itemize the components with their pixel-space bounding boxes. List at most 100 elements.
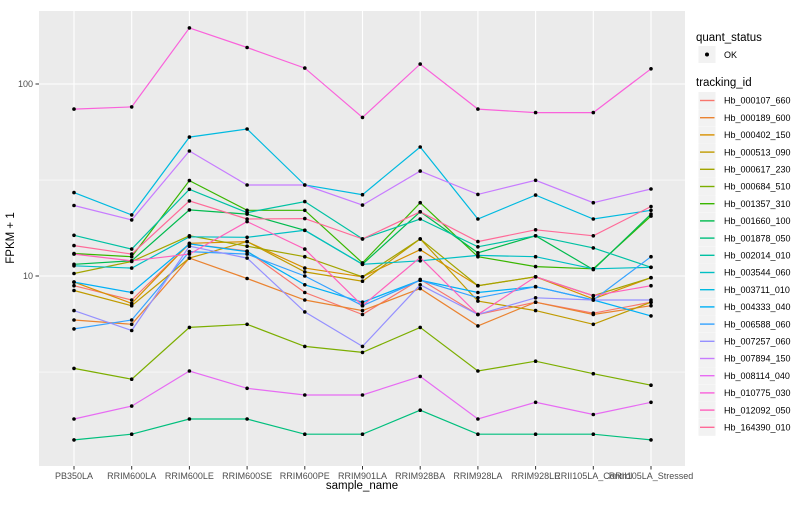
legend-entry-label: Hb_000402_150 [724, 130, 791, 140]
data-point [129, 303, 134, 308]
data-point [303, 208, 307, 213]
data-point [303, 216, 307, 221]
data-point [533, 284, 538, 289]
data-point [476, 417, 480, 421]
data-point [649, 283, 653, 288]
data-point [649, 208, 653, 213]
data-point [533, 193, 538, 197]
data-point [649, 204, 653, 209]
data-point [303, 247, 307, 251]
data-point [187, 187, 192, 192]
data-point [418, 408, 423, 413]
x-tick-label: RRIM600LA [107, 471, 156, 481]
data-point [303, 298, 307, 302]
data-point [591, 293, 596, 298]
data-point [187, 199, 192, 203]
data-point [360, 275, 365, 279]
data-point [303, 274, 307, 278]
data-point [245, 127, 249, 131]
data-point [476, 296, 480, 300]
data-point [72, 308, 76, 313]
data-point [476, 299, 480, 303]
axes: 100 10 PB350LA RRIM600LA RRIM600LE RRIM600SE R… [18, 79, 693, 481]
legend-entry-label: Hb_000684_510 [724, 182, 791, 192]
legend-quant-status-title: quant_status [696, 32, 762, 44]
data-point [187, 178, 192, 183]
data-point [72, 252, 76, 256]
x-tick-label: RRIM600PE [280, 471, 330, 481]
data-point [360, 237, 365, 241]
data-point [129, 218, 134, 222]
y-axis-title: FPKM + 1 [5, 212, 17, 263]
legend-entry-label: Hb_010775_030 [724, 388, 791, 398]
legend: quant_status OK tracking_id Hb_000107_66… [696, 32, 791, 436]
data-point [591, 246, 596, 250]
x-tick-label: RRIM600LE [165, 471, 214, 481]
data-point [245, 249, 249, 254]
data-point [129, 254, 134, 259]
data-point [245, 235, 249, 240]
data-point [591, 217, 596, 221]
data-point [418, 259, 423, 263]
data-point [418, 210, 423, 214]
data-point [129, 259, 134, 263]
data-point [187, 208, 192, 212]
legend-entry-label: Hb_003544_060 [724, 268, 791, 278]
data-point [418, 286, 423, 291]
data-point [476, 192, 480, 197]
data-point [476, 312, 480, 317]
data-point [187, 244, 192, 248]
data-point [649, 303, 653, 308]
legend-entry-label: Hb_007894_150 [724, 354, 791, 364]
data-point [533, 300, 538, 305]
data-point [360, 115, 365, 120]
data-point [360, 279, 365, 284]
data-point [360, 312, 365, 317]
data-point [303, 199, 307, 204]
x-tick-label: RRIM928LE [511, 471, 560, 481]
data-point [72, 280, 76, 284]
legend-entry-label: Hb_004333_040 [724, 302, 791, 312]
data-point [187, 256, 192, 260]
data-point [129, 328, 134, 333]
legend-entry-label: Hb_000107_660 [724, 96, 791, 106]
data-point [418, 200, 423, 205]
data-point [303, 290, 307, 295]
ok-point-icon [705, 52, 709, 57]
data-point [303, 254, 307, 259]
legend-entry-label: Hb_007257_060 [724, 337, 791, 347]
data-point [129, 298, 134, 302]
legend-entry-label: Hb_000189_600 [724, 113, 791, 123]
data-point [245, 45, 249, 50]
data-point [129, 318, 134, 322]
legend-entry-label: Hb_008114_040 [724, 371, 790, 381]
data-point [418, 325, 423, 330]
data-points [72, 26, 653, 442]
data-point [476, 107, 480, 111]
data-point [591, 267, 596, 271]
data-point [649, 438, 653, 442]
data-point [72, 107, 76, 111]
data-point [72, 233, 76, 238]
data-point [591, 110, 596, 115]
legend-entry-label: Hb_001878_050 [724, 233, 791, 243]
data-point [360, 432, 365, 437]
data-point [303, 432, 307, 437]
data-point [649, 275, 653, 280]
data-point [245, 417, 249, 421]
data-point [476, 432, 480, 437]
data-point [187, 417, 192, 421]
data-point [591, 200, 596, 205]
legend-entries: Hb_000107_660 Hb_000189_600 Hb_000402_150 H… [698, 92, 791, 436]
x-tick-label: RRIM928BA [395, 471, 445, 481]
x-tick-label: RRIM600SE [222, 471, 272, 481]
data-point [129, 213, 134, 217]
legend-entry-label: Hb_002014_010 [724, 251, 791, 261]
data-point [649, 400, 653, 405]
data-point [591, 298, 596, 302]
data-point [72, 366, 76, 371]
data-point [72, 283, 76, 288]
data-point [303, 228, 307, 233]
data-point [476, 369, 480, 373]
